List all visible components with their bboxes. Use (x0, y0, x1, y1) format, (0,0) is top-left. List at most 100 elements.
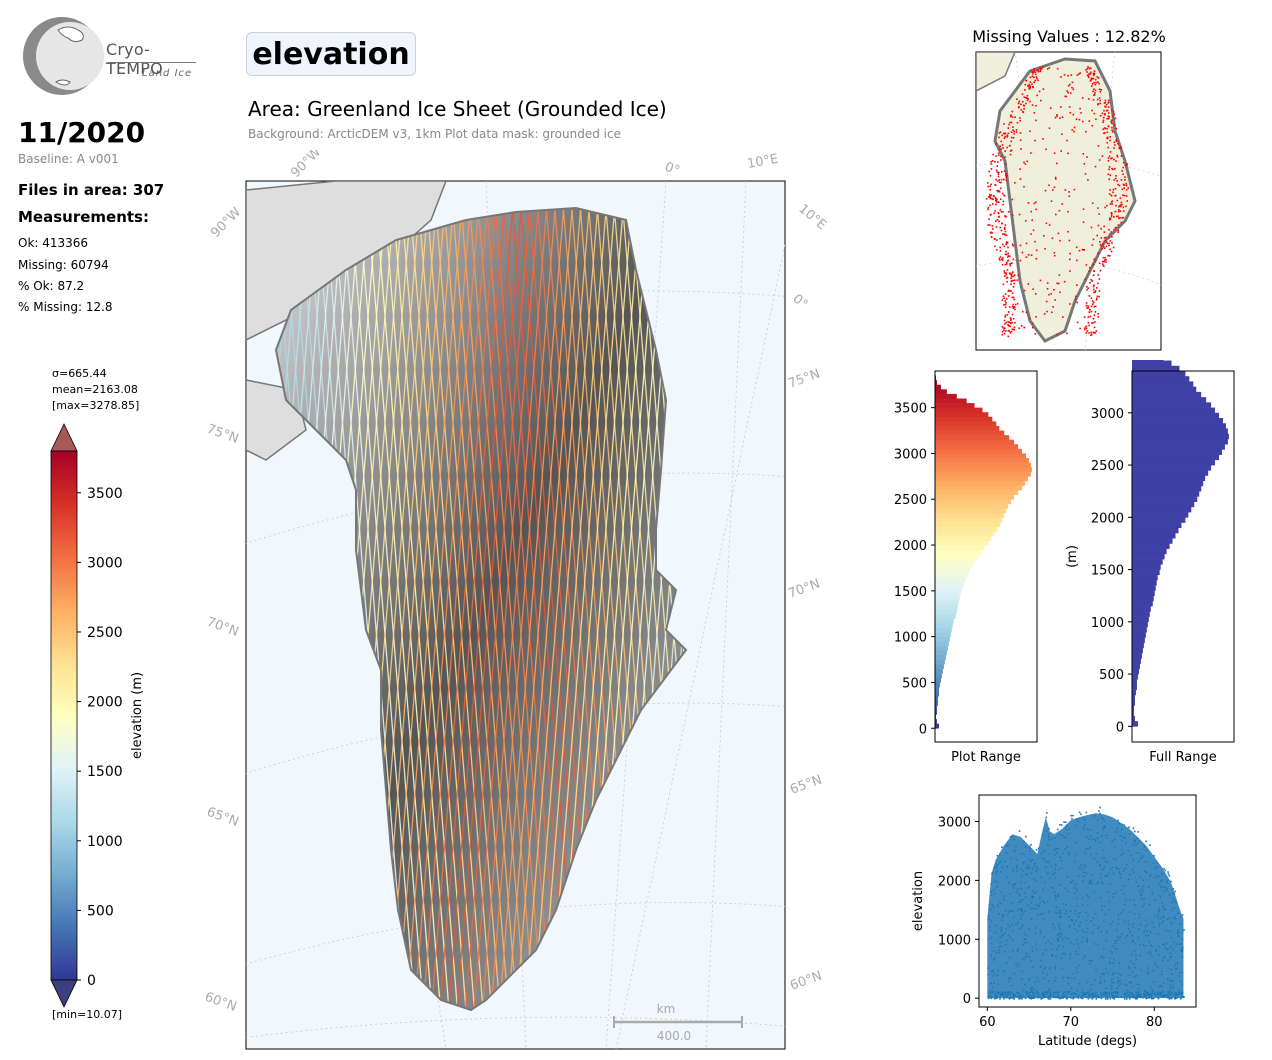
histogram-bar (1132, 517, 1186, 523)
measurements-heading: Measurements: (18, 208, 149, 226)
histogram-bar (1132, 580, 1157, 586)
missing-points (985, 66, 1129, 338)
histogram-bar (1132, 715, 1135, 722)
histogram-bar (935, 444, 1019, 450)
histogram-bar (1132, 616, 1149, 623)
histogram-bar (1132, 397, 1207, 403)
map-lon-label: 90°W (288, 150, 324, 181)
histogram-bar (935, 691, 939, 697)
scatter-xtick-label: 60 (979, 1015, 996, 1030)
histogram-bar (1132, 428, 1228, 435)
histogram-plot-range: 0 500 1000 1500 2000 2500 3000 3500 Plot Range (894, 370, 1038, 765)
histogram-bar (1132, 553, 1165, 560)
histogram-bar (1132, 423, 1226, 429)
colorbar-tick-label: 3500 (87, 486, 123, 502)
background-note: Background: ArcticDEM v3, 1km Plot data … (248, 127, 621, 141)
histogram-bar (1132, 512, 1189, 518)
histogram-bar (1132, 543, 1170, 549)
histogram-bar (935, 503, 1009, 509)
histogram-bar (935, 522, 1001, 528)
histogram-bar (935, 494, 1015, 500)
histogram-bar (1132, 569, 1160, 576)
histogram-bar (1132, 412, 1220, 419)
histogram-bar (935, 677, 941, 683)
histogram-bar (1132, 595, 1154, 602)
stat-missing: Missing: 60794 (18, 258, 109, 272)
histogram-bar (935, 604, 958, 610)
histogram-bar (1132, 454, 1220, 461)
histogram-bar (1132, 491, 1200, 497)
colorbar-min-extend (50, 979, 78, 1008)
map-lat-label-right: 70°N (786, 576, 822, 601)
scatter-density (987, 813, 1184, 999)
histogram-bar (1132, 532, 1176, 539)
stat-percent-ok: % Ok: 87.2 (18, 279, 85, 293)
histogram-bar (935, 526, 998, 532)
colorbar-max: [max=3278.85] (52, 399, 140, 412)
histogram-bar (935, 467, 1032, 473)
histogram-ylabel: (m) (1065, 545, 1080, 568)
histogram-bar (935, 682, 940, 688)
baseline-label: Baseline: A v001 (18, 152, 119, 166)
elevation-colorbar: 0 500 1000 1500 2000 2500 3000 3500 elevation (m… (50, 423, 145, 1008)
histogram-bar (1132, 564, 1161, 570)
logo-subtitle: Land Ice (142, 68, 193, 79)
map-lat-label-left: 75°N (205, 422, 241, 447)
histogram-tick-label: 0 (919, 722, 927, 737)
histogram-tick-label: 2500 (894, 493, 927, 508)
histogram-bar (935, 696, 938, 702)
histogram-bar (935, 499, 1012, 505)
histogram-bar (935, 430, 1005, 436)
scatter-ytick-label: 1000 (938, 933, 971, 948)
histogram-bar (935, 581, 964, 587)
scatter-ytick-label: 2000 (938, 874, 971, 889)
colorbar-stats: σ=665.44 mean=2163.08 [max=3278.85] (52, 366, 139, 414)
histogram-bar (935, 435, 1010, 441)
histogram-bar (1132, 684, 1137, 691)
histogram-bar (935, 622, 953, 628)
histogram-bar (1132, 647, 1143, 654)
histogram-bar (1132, 381, 1194, 387)
greenland-coastline (274, 206, 688, 1012)
histogram-bar (1132, 418, 1223, 424)
colorbar-tick-label: 2000 (87, 695, 123, 711)
histogram-bar (1132, 710, 1134, 717)
colorbar-tick-label: 1500 (87, 764, 123, 780)
histogram-bar (935, 508, 1007, 514)
histogram-bar (935, 577, 966, 582)
histogram-bar (935, 549, 982, 555)
histogram-bar (1132, 449, 1222, 455)
histogram-bar (1132, 402, 1212, 408)
histogram-frame (934, 370, 1038, 743)
colorbar-mean: mean=2163.08 (52, 383, 138, 396)
histogram-bar (1132, 559, 1163, 565)
histogram-frame (1131, 370, 1235, 743)
histogram-bar (935, 453, 1026, 459)
colorbar-tick-label: 2500 (87, 625, 123, 641)
colorbar-tick-label: 0 (87, 973, 96, 989)
histogram-bar (1132, 480, 1204, 487)
histogram-bar (935, 618, 954, 624)
parameter-title: elevation (246, 32, 416, 76)
histogram-bar (935, 384, 941, 390)
histogram-bar (935, 719, 937, 724)
scalebar-unit: km (657, 1002, 676, 1016)
histogram-bar (1132, 506, 1192, 513)
histogram-bar (1132, 501, 1195, 508)
histogram-bar (935, 687, 939, 692)
histogram-bar (935, 563, 973, 569)
histogram-bar (935, 476, 1028, 482)
map-lat-label-right: 60°N (788, 968, 824, 993)
scatter-ylabel: elevation (911, 871, 926, 931)
logo-globe-icon (23, 17, 104, 95)
main-elevation-map: 90°W 90°W 0° 10°E 10°E 0° 75°N 70°N 65°N 60°N 75°N… (203, 150, 829, 1050)
area-title: Area: Greenland Ice Sheet (Grounded Ice) (248, 97, 667, 121)
scatter-xlabel: Latitude (degs) (1038, 1034, 1137, 1049)
histogram-bar (935, 398, 967, 404)
map-lat-label-left: 60°N (203, 990, 239, 1015)
map-lon-label: 90°W (208, 205, 244, 241)
histogram-bar (1132, 407, 1216, 414)
histogram-full-range: 0 500 1000 1500 2000 2500 3000 Full Range (m) (1065, 360, 1235, 765)
histogram-tick-label: 2000 (1091, 511, 1124, 526)
histogram-bar (935, 723, 939, 729)
